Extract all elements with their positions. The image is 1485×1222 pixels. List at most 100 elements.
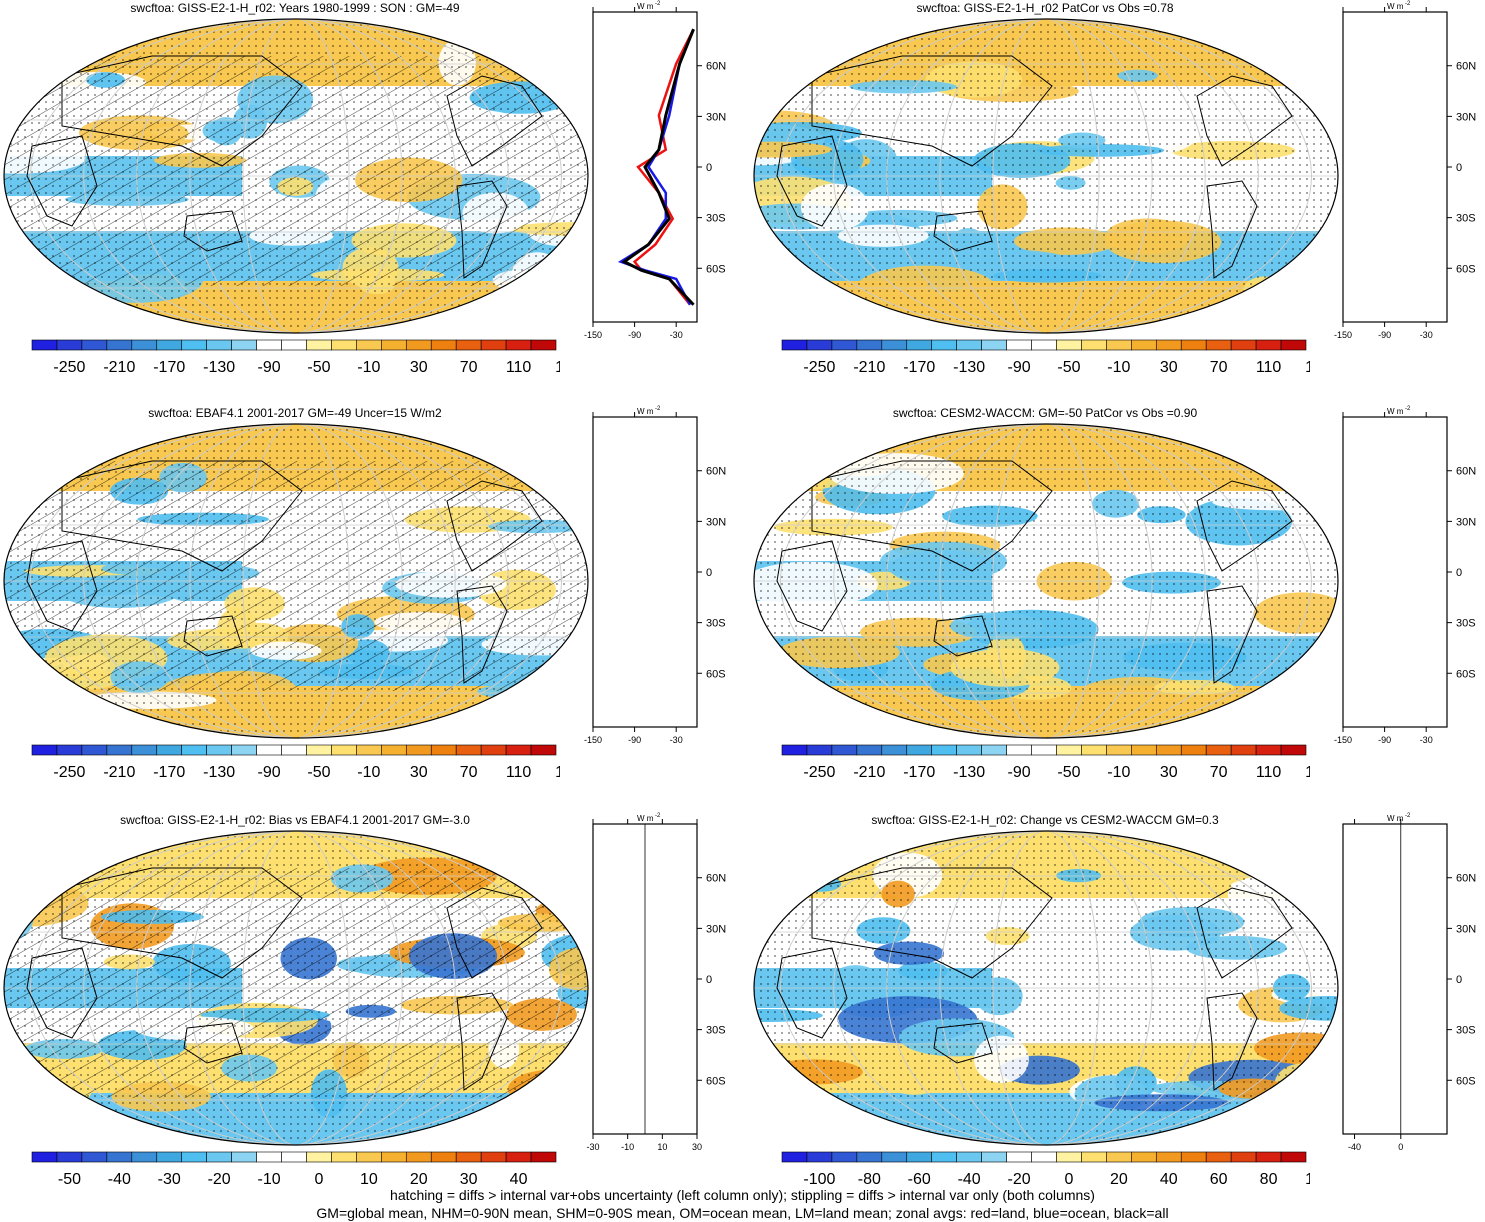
- colorbar-label: 30: [1160, 764, 1178, 781]
- colorbar-swatch: [107, 745, 132, 755]
- colorbar-swatch: [57, 745, 82, 755]
- colorbar-swatch: [356, 1152, 381, 1162]
- colorbar-swatch: [381, 340, 406, 350]
- lat-tick-label: 60N: [706, 61, 726, 73]
- zonal-x-tick-label: -150: [584, 330, 602, 340]
- panel-title: swcftoa: GISS-E2-1-H_r02: Years 1980-199…: [0, 0, 590, 16]
- colorbar-swatch: [381, 745, 406, 755]
- colorbar-label: 70: [1210, 359, 1228, 376]
- colorbar-label: 70: [460, 359, 478, 376]
- colorbar-label: 80: [1260, 1171, 1278, 1188]
- colorbar-swatch: [1106, 1152, 1131, 1162]
- colorbar-swatch: [282, 745, 307, 755]
- lat-tick-label: 0: [706, 567, 712, 579]
- colorbar-label: -250: [53, 764, 85, 781]
- colorbar-swatch: [32, 745, 57, 755]
- panel-title: swcftoa: EBAF4.1 2001-2017 GM=-49 Uncer=…: [0, 405, 590, 421]
- colorbar-label: -20: [208, 1171, 231, 1188]
- lat-tick-label: 0: [1456, 162, 1462, 174]
- colorbar-label: -210: [103, 359, 135, 376]
- zonal-unit-sup: -2: [1405, 813, 1411, 819]
- colorbar-label: -130: [953, 764, 985, 781]
- colorbar-swatch: [456, 1152, 481, 1162]
- colorbar-swatch: [907, 340, 932, 350]
- colorbar-swatch: [1056, 745, 1081, 755]
- colorbar-swatch: [481, 745, 506, 755]
- colorbar: -250-210-170-130-90-50-103070110150: [30, 338, 560, 378]
- colorbar-swatch: [907, 1152, 932, 1162]
- colorbar-swatch: [506, 340, 531, 350]
- colorbar-swatch: [1131, 745, 1156, 755]
- zonal-unit-sup: -2: [1405, 406, 1411, 412]
- colorbar-swatch: [82, 340, 107, 350]
- colorbar-swatch: [957, 340, 982, 350]
- colorbar-label: -170: [153, 359, 185, 376]
- colorbar-swatch: [481, 1152, 506, 1162]
- colorbar-label: 150: [1305, 359, 1310, 376]
- colorbar-swatch: [957, 1152, 982, 1162]
- colorbar-label: 150: [555, 764, 560, 781]
- panel-p1: swcftoa: GISS-E2-1-H_r02: Years 1980-199…: [0, 0, 742, 405]
- colorbar-label: -10: [1107, 359, 1130, 376]
- colorbar-swatch: [1156, 1152, 1181, 1162]
- colorbar-swatch: [406, 1152, 431, 1162]
- colorbar-swatch: [932, 745, 957, 755]
- lat-tick-label: 60S: [706, 668, 726, 680]
- colorbar-swatch: [1281, 340, 1306, 350]
- panel-title: swcftoa: CESM2-WACCM: GM=-50 PatCor vs O…: [750, 405, 1340, 421]
- colorbar-label: 70: [1210, 764, 1228, 781]
- colorbar-swatch: [406, 745, 431, 755]
- colorbar-label: 70: [460, 764, 478, 781]
- colorbar-swatch: [232, 1152, 257, 1162]
- colorbar-swatch: [157, 340, 182, 350]
- colorbar-swatch: [232, 745, 257, 755]
- colorbar-label: -130: [203, 764, 235, 781]
- colorbar-swatch: [132, 340, 157, 350]
- lat-tick-label: 30S: [706, 213, 726, 225]
- colorbar-label: -130: [203, 359, 235, 376]
- colorbar-swatch: [882, 745, 907, 755]
- colorbar-swatch: [107, 1152, 132, 1162]
- colorbar-swatch: [531, 1152, 556, 1162]
- colorbar-swatch: [1256, 745, 1281, 755]
- colorbar-label: -60: [908, 1171, 931, 1188]
- panel-p6: swcftoa: GISS-E2-1-H_r02: Change vs CESM…: [750, 812, 1485, 1217]
- colorbar-swatch: [1231, 745, 1256, 755]
- footer-legend-note: GM=global mean, NHM=0-90N mean, SHM=0-90…: [0, 1205, 1485, 1222]
- zonal-x-tick-label: -30: [1420, 330, 1433, 340]
- lat-tick-label: 30N: [706, 923, 726, 935]
- zonal-x-tick-label: -150: [584, 735, 602, 745]
- colorbar-swatch: [982, 1152, 1007, 1162]
- map: [2, 828, 590, 1148]
- colorbar-swatch: [132, 745, 157, 755]
- colorbar-label: -50: [307, 359, 330, 376]
- colorbar-swatch: [832, 745, 857, 755]
- panel-p4: swcftoa: CESM2-WACCM: GM=-50 PatCor vs O…: [750, 405, 1485, 810]
- colorbar-label: -40: [108, 1171, 131, 1188]
- colorbar-swatch: [232, 340, 257, 350]
- zonal-x-tick-label: -150: [1334, 735, 1352, 745]
- colorbar-swatch: [982, 745, 1007, 755]
- colorbar-label: -90: [257, 764, 280, 781]
- colorbar-label: -10: [257, 1171, 280, 1188]
- zonal-x-tick-label: -30: [586, 1142, 599, 1152]
- colorbar-swatch: [1156, 340, 1181, 350]
- colorbar-swatch: [782, 745, 807, 755]
- colorbar-swatch: [306, 1152, 331, 1162]
- zonal-unit: W m: [637, 407, 654, 416]
- lat-tick-label: 60S: [706, 1075, 726, 1087]
- colorbar-label: -210: [103, 764, 135, 781]
- colorbar-label: 30: [410, 764, 428, 781]
- colorbar-swatch: [431, 1152, 456, 1162]
- colorbar-swatch: [306, 745, 331, 755]
- colorbar-swatch: [1032, 1152, 1057, 1162]
- zonal-x-tick-label: -40: [1348, 1142, 1361, 1152]
- colorbar-swatch: [807, 340, 832, 350]
- colorbar-swatch: [1106, 745, 1131, 755]
- lat-tick-label: 30N: [1456, 111, 1476, 123]
- colorbar-swatch: [306, 340, 331, 350]
- lat-tick-label: 60N: [706, 466, 726, 478]
